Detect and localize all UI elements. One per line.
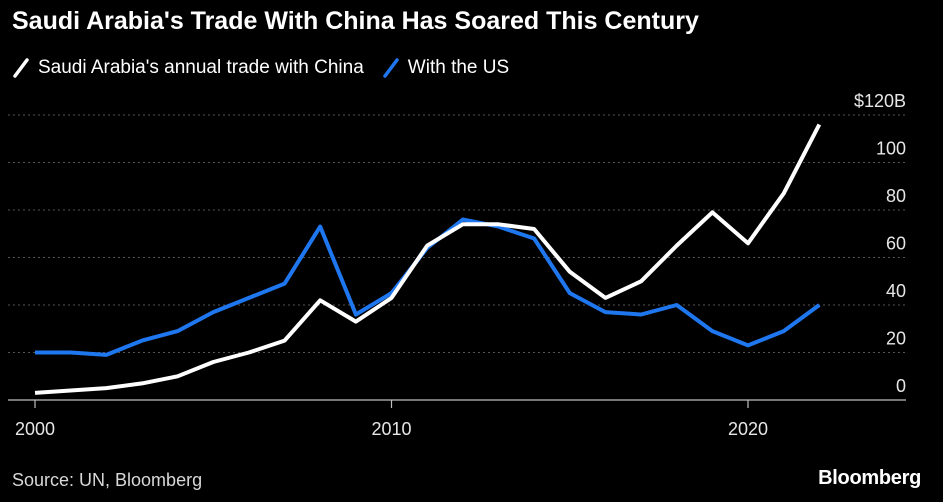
axis-layer (8, 399, 906, 408)
y-tick-label: 80 (886, 186, 906, 206)
label-layer: 0 20 40 60 80 100 $120B 2000 2010 2020 (15, 91, 906, 439)
legend-swatch-china-line (13, 58, 29, 78)
y-tick-label: $120B (854, 91, 906, 111)
source-note: Source: UN, Bloomberg (12, 470, 203, 490)
bloomberg-logo: Bloomberg (818, 467, 921, 489)
series-line-us (35, 217, 821, 357)
legend-label-china: Saudi Arabia's annual trade with China (38, 57, 364, 78)
x-tick-label: 2000 (15, 419, 55, 439)
y-tick-label: 40 (886, 281, 906, 301)
legend-item-us: With the US (382, 56, 509, 80)
series-layer (34, 123, 822, 395)
x-tick-label: 2020 (728, 419, 768, 439)
series-line-china (34, 123, 822, 395)
grid-layer (8, 114, 906, 353)
legend-swatch-us (383, 58, 399, 78)
legend-label-us: With the US (407, 57, 510, 78)
y-tick-label: 20 (886, 329, 906, 349)
legend-item-china: Saudi Arabia's annual trade with China (12, 56, 364, 80)
legend-swatch-us-line (383, 58, 399, 78)
x-tick-label: 2010 (371, 419, 411, 439)
legend-swatch-china (13, 58, 29, 78)
y-tick-label: 60 (886, 234, 906, 254)
y-tick-label: 100 (876, 139, 906, 159)
chart-title: Saudi Arabia's Trade With China Has Soar… (12, 7, 699, 35)
legend: Saudi Arabia's annual trade with China W… (12, 56, 527, 80)
y-tick-label: 0 (896, 376, 906, 396)
